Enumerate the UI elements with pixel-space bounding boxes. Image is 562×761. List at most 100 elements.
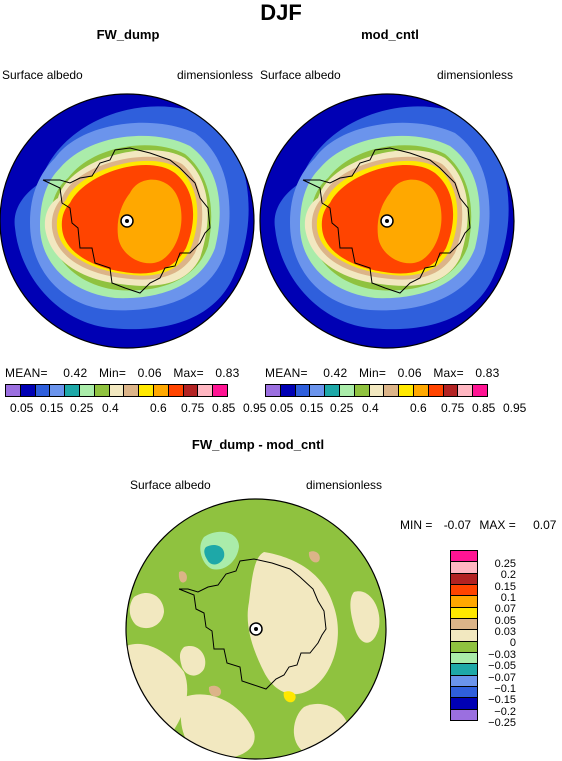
colorbar-tick-label: −0.15: [488, 694, 516, 707]
colorbar-swatch: [167, 384, 184, 397]
diff-colorbar-labels: 0.25 0.2 0.15 0.1 0.07 0.05 0.03 0 −0.03 −0.05 −0.…: [468, 550, 528, 750]
colorbar-swatch: [19, 384, 36, 397]
colorbar-swatch: [78, 384, 95, 397]
diff-map: [125, 498, 387, 760]
panel2-colorbar: [265, 384, 488, 397]
colorbar-tick-label: 0: [509, 637, 516, 650]
panel2-max-value: 0.83: [475, 366, 500, 380]
panel1-mean-label: MEAN=: [5, 366, 48, 380]
colorbar-swatch: [5, 384, 21, 397]
colorbar-swatch: [457, 384, 474, 397]
colorbar-swatch: [212, 384, 228, 397]
colorbar-swatch: [398, 384, 414, 397]
colorbar-tick-label: −0.07: [488, 671, 516, 684]
diff-min-label: MIN =: [400, 518, 433, 532]
colorbar-swatch: [123, 384, 140, 397]
colorbar-tick-label: 0.6: [150, 401, 167, 415]
colorbar-tick-label: −0.2: [494, 705, 516, 718]
colorbar-tick-label: 0.25: [330, 401, 354, 415]
colorbar-tick-label: −0.25: [488, 716, 516, 729]
diff-min-value: -0.07: [443, 518, 472, 532]
colorbar-swatch: [49, 384, 66, 397]
panel1-max-label: Max=: [173, 366, 204, 380]
figure-title: DJF: [260, 0, 302, 25]
panel2-min-label: Min=: [358, 366, 387, 380]
panel1-stats: MEAN= 0.42 Min= 0.06 Max= 0.83: [5, 366, 240, 380]
colorbar-swatch: [472, 384, 488, 397]
diff-title: FW_dump - mod_cntl: [191, 437, 325, 452]
panel2-max-label: Max=: [433, 366, 464, 380]
diff-left-label: Surface albedo: [130, 478, 211, 492]
colorbar-swatch: [108, 384, 125, 397]
colorbar-tick-label: 0.05: [10, 401, 34, 415]
colorbar-swatch: [34, 384, 51, 397]
panel2-right-label: dimensionless: [437, 68, 514, 82]
panel2-min-value: 0.06: [397, 366, 422, 380]
colorbar-swatch: [152, 384, 169, 397]
colorbar-swatch: [309, 384, 326, 397]
colorbar-tick-label: 0.4: [362, 401, 379, 415]
colorbar-tick-label: 0.07: [494, 603, 516, 616]
colorbar-tick-label: 0.4: [102, 401, 119, 415]
panel2-colorbar-ticks: 0.05 0.15 0.25 0.4 0.6 0.75 0.85 0.95: [260, 401, 526, 417]
panel1-right-label: dimensionless: [177, 68, 254, 82]
colorbar-swatch: [138, 384, 154, 397]
colorbar-swatch: [338, 384, 355, 397]
colorbar-swatch: [450, 708, 478, 722]
panel1-title: FW_dump: [96, 27, 160, 42]
colorbar-swatch: [427, 384, 444, 397]
panel2-left-label: Surface albedo: [260, 68, 341, 82]
colorbar-swatch: [64, 384, 80, 397]
colorbar-tick-label: 0.03: [494, 626, 516, 639]
colorbar-swatch: [324, 384, 340, 397]
panel1-min-label: Min=: [98, 366, 127, 380]
diff-colorbar: [450, 550, 478, 722]
panel1-map: [0, 93, 255, 349]
colorbar-tick-label: −0.1: [494, 682, 516, 695]
colorbar-tick-label: 0.05: [270, 401, 294, 415]
colorbar-tick-label: 0.95: [243, 401, 267, 415]
diff-max-value: 0.07: [533, 518, 557, 532]
panel1-colorbar: [5, 384, 228, 397]
colorbar-tick-label: 0.6: [410, 401, 427, 415]
colorbar-swatch: [265, 384, 281, 397]
diff-max-label: MAX =: [479, 518, 516, 532]
colorbar-tick-label: 0.15: [494, 580, 516, 593]
colorbar-swatch: [353, 384, 370, 397]
colorbar-tick-label: 0.15: [300, 401, 324, 415]
colorbar-swatch: [294, 384, 311, 397]
panel1-mean-value: 0.42: [63, 366, 88, 380]
panel2-stats: MEAN= 0.42 Min= 0.06 Max= 0.83: [265, 366, 500, 380]
colorbar-swatch: [279, 384, 296, 397]
colorbar-tick-label: 0.75: [441, 401, 465, 415]
colorbar-swatch: [383, 384, 400, 397]
colorbar-tick-label: 0.75: [181, 401, 205, 415]
colorbar-tick-label: 0.95: [503, 401, 527, 415]
panel1-max-value: 0.83: [215, 366, 240, 380]
colorbar-swatch: [197, 384, 214, 397]
panel1-min-value: 0.06: [137, 366, 162, 380]
colorbar-swatch: [442, 384, 459, 397]
diff-right-label: dimensionless: [306, 478, 383, 492]
panel2-mean-value: 0.42: [323, 366, 348, 380]
colorbar-tick-label: 0.15: [40, 401, 64, 415]
panel2-map: [259, 93, 515, 349]
colorbar-tick-label: 0.25: [70, 401, 94, 415]
colorbar-swatch: [368, 384, 385, 397]
diff-minmax: MIN = -0.07 MAX = 0.07: [400, 518, 556, 532]
colorbar-tick-label: 0.2: [500, 569, 516, 582]
colorbar-tick-label: 0.25: [494, 558, 516, 570]
colorbar-swatch: [93, 384, 110, 397]
colorbar-swatch: [182, 384, 199, 397]
colorbar-tick-label: −0.05: [488, 660, 516, 673]
panel1-left-label: Surface albedo: [2, 68, 83, 82]
colorbar-tick-label: 0.1: [500, 592, 516, 605]
panel1-colorbar-ticks: 0.05 0.15 0.25 0.4 0.6 0.75 0.85 0.95: [0, 401, 266, 417]
panel2-mean-label: MEAN=: [265, 366, 308, 380]
colorbar-swatch: [412, 384, 429, 397]
colorbar-tick-label: 0.85: [472, 401, 496, 415]
colorbar-tick-label: 0.85: [212, 401, 236, 415]
colorbar-tick-label: 0.05: [494, 614, 516, 627]
colorbar-tick-label: −0.03: [488, 648, 516, 661]
panel2-title: mod_cntl: [361, 27, 419, 42]
